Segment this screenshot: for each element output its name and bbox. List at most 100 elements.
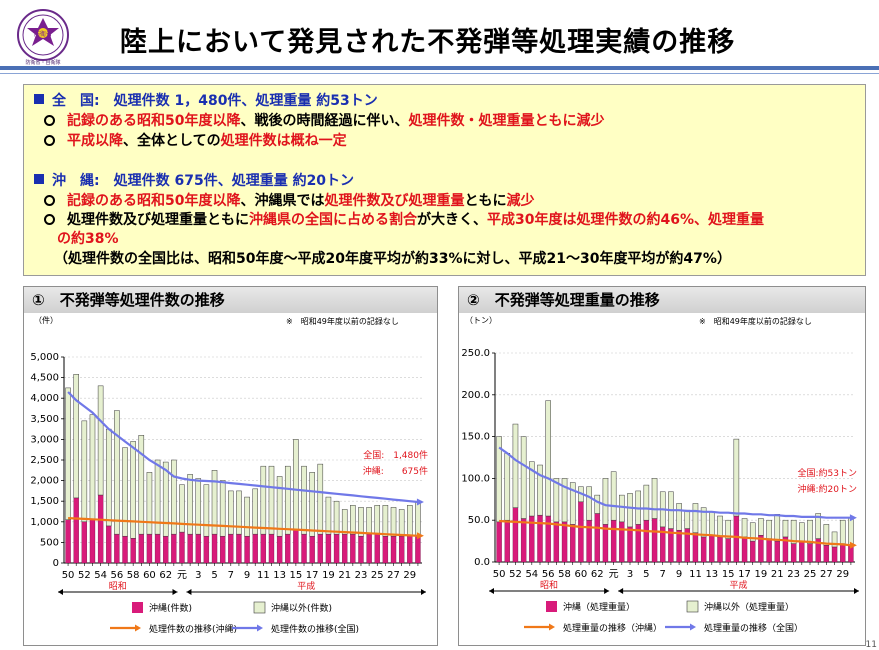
bar-okinawa: [188, 534, 193, 563]
y-tick-label: 250.0: [461, 348, 490, 359]
bar-okinawa: [399, 536, 404, 563]
weight-chart-title: ② 不発弾等処理重量の推移: [459, 287, 865, 313]
bar-okinawa: [228, 534, 233, 563]
bar-other: [677, 503, 682, 530]
bar-okinawa: [204, 536, 209, 563]
bar-other: [627, 493, 632, 526]
x-tick-label: 13: [273, 570, 286, 581]
bar-other: [90, 415, 95, 520]
annotation-okinawa: 沖縄: 675件: [363, 465, 428, 477]
y-tick-label: 1,500: [30, 496, 59, 507]
bar-okinawa: [513, 508, 518, 562]
x-tick-label: 60: [575, 569, 588, 580]
x-tick-label: 17: [738, 569, 751, 580]
bar-okinawa: [367, 534, 372, 563]
bar-other: [277, 476, 282, 536]
era-arrow-left-icon: [489, 588, 494, 594]
x-tick-label: 21: [338, 570, 351, 581]
bar-other: [350, 505, 355, 534]
circle-bullet-icon: [44, 135, 55, 146]
bar-other: [652, 478, 657, 518]
x-tick-label: 29: [836, 569, 849, 580]
bar-other: [326, 497, 331, 534]
bar-other: [513, 424, 518, 508]
legend-label-trend-national: 処理件数の推移(全国): [271, 623, 359, 635]
bar-other: [163, 462, 168, 536]
legend-label-other: 沖縄以外(件数): [271, 602, 332, 614]
trend-line-national: [499, 448, 851, 518]
bar-okinawa: [123, 536, 128, 563]
weight-chart-panel: ② 不発弾等処理重量の推移 （トン） ※ 昭和49年度以前の記録なし 0.0 50.0…: [458, 286, 866, 646]
x-tick-label: 58: [127, 570, 140, 581]
bar-okinawa: [415, 535, 420, 563]
bar-okinawa: [742, 537, 747, 562]
era-arrow-right-icon: [854, 588, 859, 594]
era-arrow-right-icon: [604, 588, 609, 594]
bar-okinawa: [750, 541, 755, 562]
bar-other: [399, 509, 404, 536]
bar-other: [619, 495, 624, 522]
bar-okinawa: [318, 534, 323, 563]
x-tick-label: 元: [609, 569, 619, 580]
x-tick-label: 3: [627, 569, 633, 580]
x-tick-label: 9: [676, 569, 682, 580]
circle-bullet-icon: [44, 195, 55, 206]
legend-swatch-other: [687, 601, 698, 612]
y-tick-label: 1,000: [30, 517, 59, 528]
annotation-okinawa: 沖縄:約20トン: [798, 483, 858, 495]
y-tick-label: 5,000: [30, 352, 59, 363]
bar-okinawa: [391, 536, 396, 563]
bar-other: [807, 520, 812, 543]
bar-other: [603, 478, 608, 524]
bar-other: [334, 501, 339, 534]
y-tick-label: 100.0: [461, 473, 490, 484]
bar-other: [106, 429, 111, 526]
legend-swatch-okinawa: [132, 602, 143, 613]
x-tick-label: 29: [403, 570, 416, 581]
x-tick-label: 11: [257, 570, 270, 581]
bar-okinawa: [147, 534, 152, 563]
logo-text: 防衛省: [34, 30, 52, 38]
y-axis-unit: （トン）: [465, 316, 497, 325]
trend-line-okinawa: [68, 518, 418, 536]
bar-okinawa: [644, 520, 649, 562]
x-tick-label: 52: [78, 570, 91, 581]
bar-okinawa: [106, 526, 111, 563]
weight-chart: （トン） ※ 昭和49年度以前の記録なし 0.0 50.0 100.0 150.0 200.…: [459, 313, 865, 645]
y-tick-label: 500: [40, 537, 59, 548]
x-tick-label: 25: [804, 569, 817, 580]
legend-label-okinawa: 沖縄(件数): [149, 602, 192, 614]
legend-arrow-icon: [257, 625, 263, 632]
bar-okinawa: [236, 534, 241, 563]
bar-okinawa: [179, 532, 184, 563]
bar-okinawa: [245, 536, 250, 563]
x-tick-label: 17: [306, 570, 319, 581]
bar-other: [644, 485, 649, 520]
bar-okinawa: [570, 524, 575, 562]
x-tick-label: 27: [387, 570, 400, 581]
bar-okinawa: [407, 536, 412, 563]
y-tick-label: 0: [53, 558, 59, 569]
bar-other: [587, 487, 592, 520]
bar-okinawa: [619, 522, 624, 562]
legend-label-trend-okinawa: 処理重量の推移（沖縄）: [563, 622, 662, 634]
legend-swatch-other: [254, 602, 265, 613]
bar-other: [66, 388, 71, 520]
x-tick-label: 50: [62, 570, 75, 581]
annotation-national: 全国:約53トン: [798, 467, 858, 479]
corner-mark: 11: [866, 640, 877, 650]
bar-okinawa: [114, 534, 119, 563]
y-tick-label: 3,500: [30, 414, 59, 425]
okinawa-bullet-2-cont: の約38%: [57, 228, 119, 248]
national-bullet-1: 記録のある昭和50年度以降、戦後の時間経過に伴い、処理件数・処理重量ともに減少: [34, 110, 604, 130]
bar-okinawa: [775, 541, 780, 562]
bar-other: [521, 437, 526, 519]
bar-other: [269, 466, 274, 534]
bar-other: [98, 386, 103, 495]
bar-okinawa: [595, 514, 600, 562]
bar-okinawa: [277, 536, 282, 563]
x-tick-label: 56: [542, 569, 555, 580]
bar-other: [734, 439, 739, 516]
bar-okinawa: [603, 524, 608, 562]
era-arrow-left-icon: [58, 589, 63, 595]
